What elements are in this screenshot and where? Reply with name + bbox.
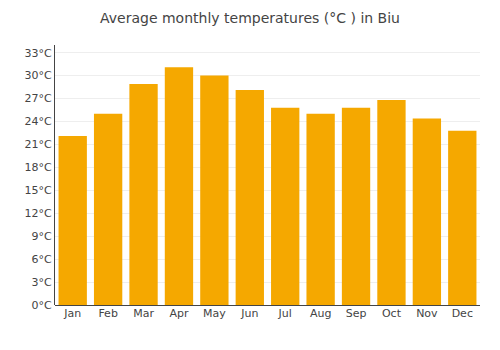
svg-text:27°C: 27°C [25,92,52,105]
svg-text:Nov: Nov [416,307,438,320]
svg-text:Aug: Aug [310,307,331,320]
svg-text:Apr: Apr [169,307,189,320]
svg-text:Jul: Jul [278,307,292,320]
svg-text:12°C: 12°C [25,207,52,220]
svg-text:0°C: 0°C [32,299,52,312]
svg-text:Oct: Oct [382,307,402,320]
svg-text:18°C: 18°C [25,161,52,174]
svg-text:Sep: Sep [346,307,367,320]
svg-text:Jan: Jan [63,307,81,320]
svg-text:Jun: Jun [240,307,258,320]
svg-text:May: May [203,307,226,320]
svg-text:6°C: 6°C [32,253,52,266]
svg-text:3°C: 3°C [32,276,52,289]
svg-text:9°C: 9°C [32,230,52,243]
svg-text:Average monthly temperatures (: Average monthly temperatures (°C ) in Bi… [100,10,400,26]
svg-text:Mar: Mar [133,307,154,320]
svg-text:24°C: 24°C [25,115,52,128]
svg-text:Feb: Feb [98,307,117,320]
svg-text:21°C: 21°C [25,138,52,151]
svg-text:33°C: 33°C [25,47,52,60]
svg-text:15°C: 15°C [25,184,52,197]
svg-text:Dec: Dec [452,307,473,320]
svg-text:30°C: 30°C [25,69,52,82]
